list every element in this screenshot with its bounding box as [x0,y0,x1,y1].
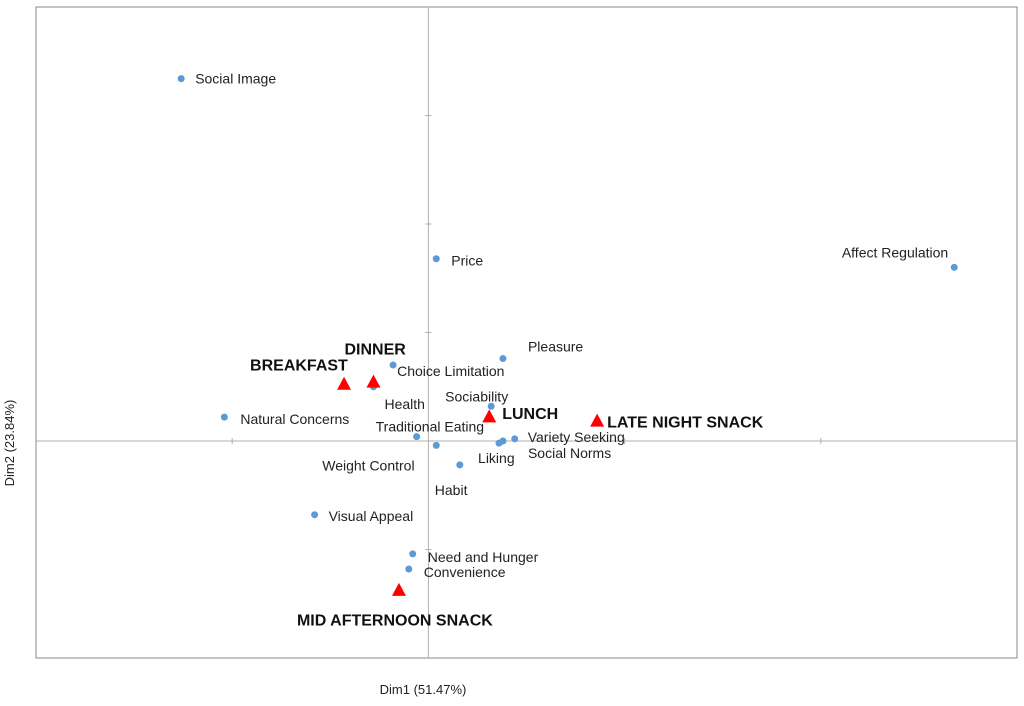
point-price [432,255,440,263]
meal-marker-mid-afternoon-snack [391,582,406,596]
point-social-norms [499,437,507,445]
label-visual-appeal: Visual Appeal [329,508,414,524]
meal-marker-late-night-snack [590,413,605,427]
point-visual-appeal [311,511,319,519]
label-weight-control: Weight Control [322,457,414,473]
point-choice-limitation [389,361,397,369]
point-variety-seeking [511,435,519,443]
label-mid-afternoon-snack: MID AFTERNOON SNACK [297,613,493,630]
label-affect-regulation: Affect Regulation [842,244,948,260]
point-pleasure [499,355,507,363]
x-axis-title: Dim1 (51.47%) [380,682,467,697]
meal-marker-breakfast [337,376,352,390]
label-choice-limitation: Choice Limitation [397,363,504,379]
label-lunch: LUNCH [502,406,558,423]
label-convenience: Convenience [424,564,506,580]
point-natural-concerns [220,413,228,421]
label-dinner: DINNER [344,341,406,358]
point-traditional-eating [413,433,421,441]
label-pleasure: Pleasure [528,339,583,355]
label-health: Health [384,396,424,412]
label-late-night-snack: LATE NIGHT SNACK [607,414,764,431]
label-breakfast: BREAKFAST [250,358,348,375]
label-natural-concerns: Natural Concerns [240,411,349,427]
label-price: Price [451,253,483,269]
label-liking: Liking [478,450,515,466]
label-social-image: Social Image [195,71,276,87]
point-convenience [405,565,413,573]
y-axis-title: Dim2 (23.84%) [2,400,17,487]
point-social-image [177,75,185,83]
label-traditional-eating: Traditional Eating [376,419,484,435]
label-sociability: Sociability [445,388,508,404]
meal-marker-dinner [366,374,381,388]
label-need-and-hunger: Need and Hunger [428,549,539,565]
label-variety-seeking: Variety Seeking [528,429,625,445]
point-habit [456,461,464,469]
label-social-norms: Social Norms [528,445,611,461]
point-affect-regulation [950,263,958,271]
point-need-and-hunger [409,550,417,558]
point-sociability [487,402,495,410]
meal-marker-lunch [482,409,497,423]
plot-frame [35,6,1018,659]
label-habit: Habit [435,482,468,498]
point-weight-control [432,441,440,449]
